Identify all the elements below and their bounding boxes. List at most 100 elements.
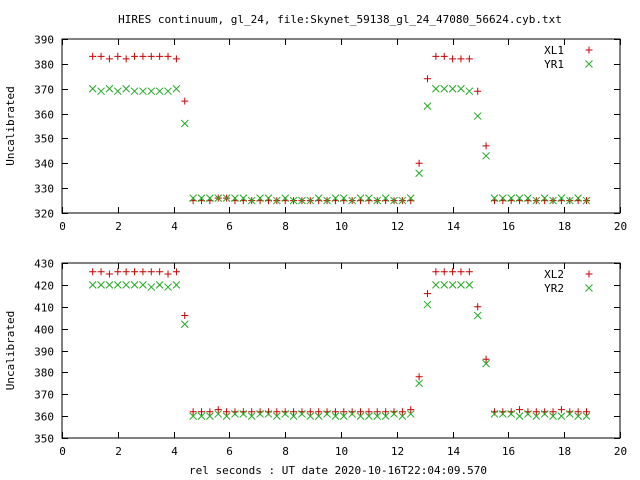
data-point	[532, 196, 541, 205]
data-point	[398, 408, 406, 416]
data-point	[264, 410, 273, 418]
legend-label: XL2	[544, 268, 564, 281]
data-point	[365, 408, 373, 416]
data-point	[248, 408, 256, 416]
data-point	[130, 87, 139, 96]
data-point	[382, 408, 390, 416]
y-tick-label: 400	[34, 324, 54, 337]
data-point	[507, 410, 516, 418]
data-point	[298, 196, 306, 205]
data-point	[298, 410, 306, 418]
data-point	[524, 410, 532, 418]
data-point	[406, 410, 415, 418]
data-point	[281, 410, 290, 418]
legend-marker	[585, 284, 593, 292]
data-point	[181, 312, 189, 319]
data-point	[97, 52, 105, 60]
data-point	[147, 283, 156, 291]
data-point	[139, 281, 147, 289]
data-point	[415, 169, 423, 178]
data-point	[482, 142, 490, 150]
data-point	[390, 196, 398, 205]
data-point	[457, 281, 465, 289]
plot-frame	[61, 38, 621, 214]
data-point	[306, 412, 315, 420]
y-tick-label: 320	[34, 208, 54, 221]
data-point	[315, 408, 323, 416]
data-point	[180, 320, 189, 329]
data-point	[482, 151, 490, 160]
data-point	[239, 410, 248, 418]
data-point	[231, 410, 239, 418]
data-point	[482, 359, 490, 368]
data-point	[114, 52, 122, 60]
x-tick-label: 10	[335, 220, 348, 233]
y-tick-label: 380	[34, 59, 54, 72]
data-point	[474, 303, 482, 311]
data-point	[131, 52, 139, 60]
data-point	[189, 194, 197, 202]
data-point	[339, 194, 348, 202]
data-point	[331, 194, 340, 202]
data-point	[473, 311, 482, 320]
data-point	[198, 408, 205, 416]
data-point	[432, 268, 440, 276]
x-tick-label: 6	[226, 220, 233, 233]
data-point	[164, 283, 172, 291]
data-point	[448, 281, 457, 289]
data-point	[415, 373, 423, 381]
data-point	[156, 268, 164, 276]
x-tick-label: 6	[226, 445, 233, 458]
series-xl1	[89, 52, 591, 205]
data-point	[256, 410, 264, 418]
data-point	[323, 410, 331, 418]
series-yr2	[88, 281, 591, 420]
x-tick-label: 8	[282, 220, 289, 233]
x-tick-label: 20	[614, 220, 627, 233]
data-point	[222, 194, 231, 202]
data-point	[423, 75, 431, 83]
data-point	[172, 281, 181, 289]
y-tick-label: 410	[34, 302, 54, 315]
data-point	[122, 84, 131, 93]
data-point	[398, 196, 407, 205]
data-point	[247, 412, 256, 420]
data-point	[406, 194, 415, 202]
x-tick-label: 12	[391, 220, 404, 233]
data-point	[172, 55, 180, 63]
data-point	[381, 412, 390, 420]
data-point	[139, 87, 147, 96]
data-point	[348, 196, 357, 205]
data-point	[323, 196, 331, 205]
data-point	[256, 194, 264, 202]
data-point	[214, 194, 223, 202]
data-point	[97, 268, 105, 276]
x-tick-label: 18	[558, 220, 571, 233]
data-point	[181, 97, 189, 105]
data-point	[273, 408, 281, 416]
data-point	[356, 412, 365, 420]
data-point	[164, 52, 172, 60]
y-tick-label: 330	[34, 183, 54, 196]
data-point	[516, 406, 524, 414]
y-tick-label: 370	[34, 389, 54, 402]
series-xl2	[89, 268, 591, 416]
data-point	[89, 52, 97, 60]
data-point	[88, 281, 97, 289]
series-yr1	[88, 84, 591, 205]
data-point	[557, 194, 566, 202]
data-point	[156, 52, 164, 60]
data-point	[289, 412, 298, 420]
data-point	[172, 268, 180, 276]
data-point	[465, 55, 473, 63]
data-point	[398, 412, 407, 420]
data-point	[113, 281, 122, 289]
data-point	[348, 410, 357, 418]
data-point	[532, 408, 540, 416]
data-point	[239, 194, 248, 202]
x-tick-label: 14	[447, 220, 461, 233]
data-point	[122, 55, 130, 63]
data-point	[440, 281, 449, 289]
x-tick-label: 20	[614, 445, 627, 458]
data-point	[457, 268, 465, 276]
